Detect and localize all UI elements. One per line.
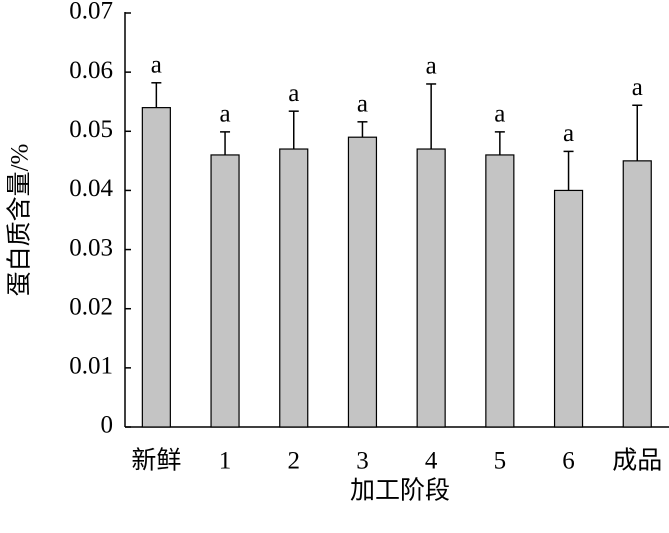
annotation: a xyxy=(219,101,230,128)
x-tick-label: 5 xyxy=(494,448,507,475)
annotation: a xyxy=(288,80,299,107)
x-tick-label: 新鲜 xyxy=(131,447,181,475)
y-tick-label: 0.01 xyxy=(69,353,113,380)
annotation: a xyxy=(151,52,162,79)
x-tick-label: 2 xyxy=(288,448,301,475)
x-tick-label: 成品 xyxy=(612,447,662,475)
x-tick-label: 4 xyxy=(425,448,438,475)
x-tick-label: 6 xyxy=(562,448,575,475)
y-tick-label: 0.06 xyxy=(69,57,113,84)
bar xyxy=(416,148,446,428)
annotation: a xyxy=(426,53,437,80)
bar xyxy=(141,107,171,428)
annotation: a xyxy=(632,74,643,101)
x-tick-label: 1 xyxy=(219,448,232,475)
bar xyxy=(210,154,240,428)
y-tick-label: 0.03 xyxy=(69,234,113,261)
bar xyxy=(279,148,309,428)
y-tick-label: 0.05 xyxy=(69,116,113,143)
y-tick-label: 0.04 xyxy=(69,175,113,202)
bar xyxy=(485,154,515,428)
y-tick-label: 0.02 xyxy=(69,293,113,320)
bar xyxy=(622,160,652,428)
y-axis-label: 蛋白质含量/% xyxy=(6,144,34,297)
annotation: a xyxy=(563,120,574,147)
annotation: a xyxy=(494,101,505,128)
y-tick-label: 0 xyxy=(101,412,114,439)
bar xyxy=(347,136,378,428)
x-axis-label: 加工阶段 xyxy=(350,477,450,505)
y-tick-label: 0.07 xyxy=(69,0,113,25)
annotation: a xyxy=(357,91,368,118)
bar xyxy=(553,189,584,428)
x-tick-label: 3 xyxy=(356,448,369,475)
